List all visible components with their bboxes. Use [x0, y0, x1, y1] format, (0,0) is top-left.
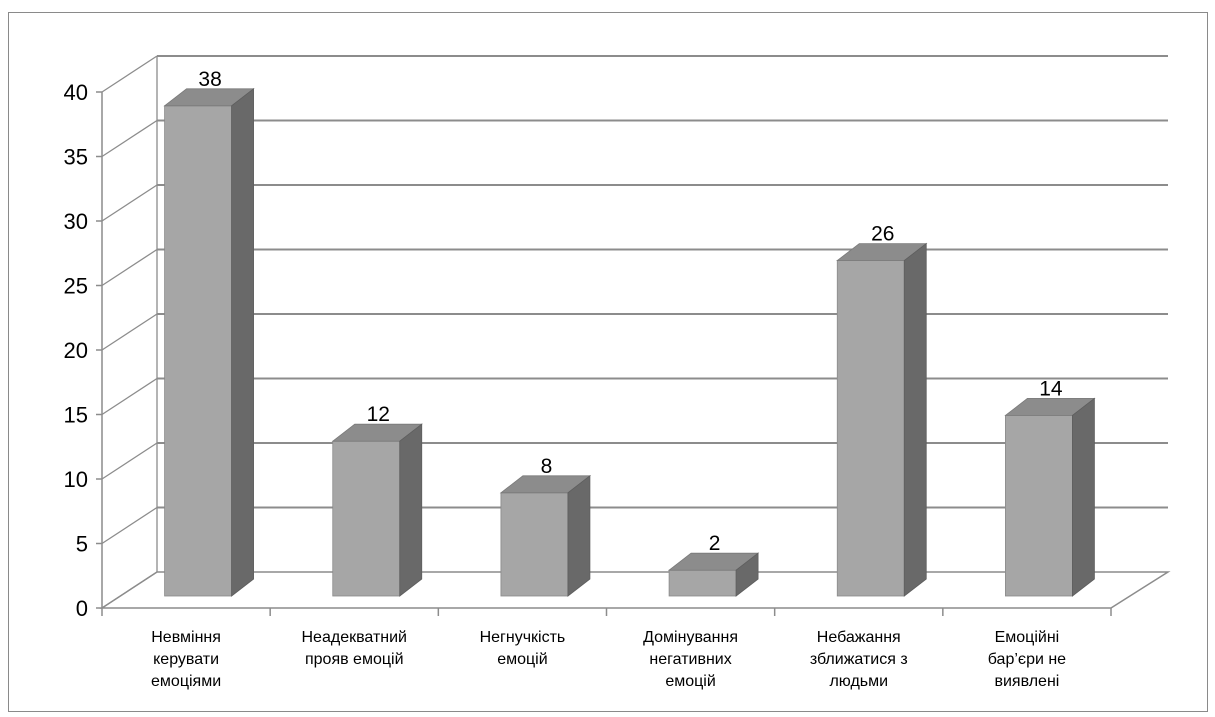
bar-side [399, 423, 423, 597]
gridline-diagonal [101, 377, 158, 416]
bar [667, 552, 760, 597]
bar [499, 474, 592, 597]
y-tick-label: 5 [76, 532, 88, 557]
bar-front [500, 492, 569, 597]
y-tick-label: 35 [64, 145, 88, 170]
bar-front [836, 260, 905, 597]
x-category-label: бар’єри не [988, 651, 1066, 668]
y-tick-label: 25 [64, 274, 88, 299]
chart-frame: 0 5 10 15 20 25 30 35 40 38 Невміння керувати емоція… [8, 12, 1208, 712]
y-tick-label: 15 [64, 403, 88, 428]
gridline-diagonal [101, 313, 158, 351]
axes [96, 56, 1171, 616]
gridline-diagonal [101, 119, 158, 158]
gridline-diagonal [101, 248, 158, 287]
x-category-label: Домінування [643, 629, 738, 646]
x-category-label: Негнучкість [480, 629, 566, 646]
bar-front [1005, 414, 1073, 597]
bar-chart: 0 5 10 15 20 25 30 35 40 38 Невміння керувати емоція… [64, 55, 1171, 690]
gridline-diagonal [101, 184, 158, 222]
bar-side [567, 474, 591, 597]
x-category-label: керувати [153, 651, 219, 668]
data-label: 38 [198, 68, 221, 91]
bar [1004, 397, 1096, 597]
bar [836, 242, 928, 597]
labels: 0 5 10 15 20 25 30 35 40 38 Невміння керувати емоція… [64, 68, 1067, 690]
x-category-label: прояв емоцій [305, 651, 404, 668]
bar-front [164, 105, 232, 597]
gridline-diagonal [101, 442, 158, 480]
gridline-diagonal [101, 506, 158, 545]
data-label: 8 [541, 455, 553, 478]
bar-side [903, 242, 927, 597]
bar-side [735, 552, 759, 597]
data-label: 14 [1039, 377, 1063, 400]
x-category-label: емоцій [665, 673, 715, 690]
bars [163, 87, 1096, 597]
x-category-label: зближатися з [810, 651, 908, 668]
x-category-label: емоцій [497, 651, 547, 668]
bar-side [1072, 397, 1095, 597]
data-label: 26 [871, 223, 894, 246]
y-tick-label: 40 [64, 80, 88, 105]
x-category-label: емоціями [151, 673, 221, 690]
x-category-label: Невміння [151, 629, 221, 646]
x-category-label: Емоційні [995, 629, 1060, 646]
y-tick-label: 20 [64, 338, 88, 363]
bar-front [332, 440, 401, 597]
bar [163, 87, 255, 597]
data-label: 2 [709, 532, 721, 555]
y-tick-label: 0 [76, 596, 88, 621]
x-category-label: людьми [829, 673, 888, 690]
bar-front [668, 569, 737, 597]
x-category-label: Неадекватний [302, 629, 408, 646]
bar-side [231, 87, 254, 597]
y-tick-label: 30 [64, 209, 88, 234]
x-category-label: Небажання [817, 629, 901, 646]
x-category-label: негативних [649, 651, 731, 668]
bar [331, 423, 423, 597]
x-category-label: виявлені [994, 673, 1059, 690]
y-tick-label: 10 [64, 467, 88, 492]
gridlines [101, 55, 1168, 609]
gridline-diagonal [101, 55, 158, 93]
data-label: 12 [367, 403, 390, 426]
